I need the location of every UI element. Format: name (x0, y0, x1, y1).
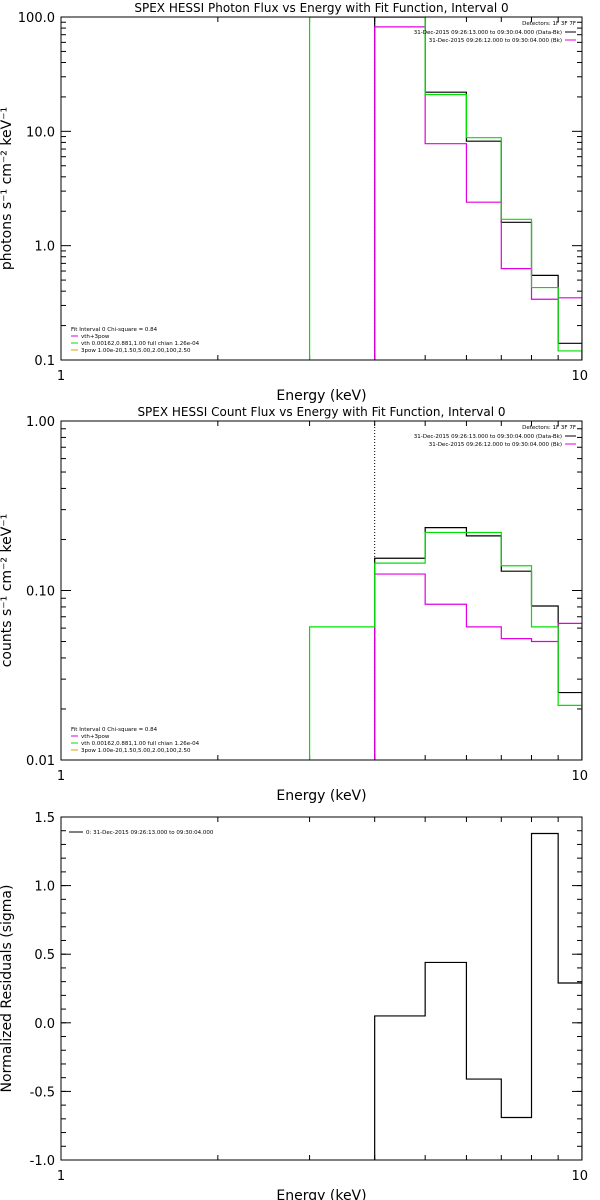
step-line (374, 832, 582, 1160)
step-line (374, 527, 582, 760)
legend-entry: 31-Dec-2015 09:26:13.000 to 09:30:04.000… (414, 30, 562, 36)
y-tick-label: 1.0 (34, 880, 55, 895)
detectors-label: Detectors: 1F 3F 7F (522, 21, 576, 27)
legend-entry: vth+3pow (81, 334, 110, 340)
series-data-bk (374, 527, 582, 760)
step-line (374, 26, 582, 360)
y-tick-label: -1.0 (30, 1154, 55, 1169)
x-tick-label: 1 (57, 769, 65, 784)
x-tick-label: 1 (57, 1169, 65, 1184)
step-line (374, 17, 582, 360)
legend-entry: vth 0.00162,0.881,1.00 full chian 1.26e-… (81, 341, 200, 347)
series-vth (308, 531, 582, 760)
legend-entry: 3pow 1.00e-20,1.50,5.00,2.00,100,2.50 (81, 348, 191, 354)
series-0 (374, 832, 582, 1160)
legend-entry: 31-Dec-2015 09:26:12.000 to 09:30:04.000… (429, 442, 562, 448)
x-axis-label: Energy (keV) (276, 1188, 366, 1200)
y-tick-label: -0.5 (30, 1085, 55, 1100)
y-tick-label: 0.10 (26, 585, 55, 600)
y-tick-label: 0.01 (26, 754, 55, 769)
detectors-label: Detectors: 1F 3F 7F (522, 425, 576, 431)
y-axis-label: Normalized Residuals (sigma) (0, 885, 15, 1093)
legend-entry: 0: 31-Dec-2015 09:26:13.000 to 09:30:04.… (86, 830, 214, 836)
plot-frame (60, 816, 583, 1161)
panel-1: SPEX HESSI Photon Flux vs Energy with Fi… (0, 1, 588, 404)
y-axis-label: counts s⁻¹ cm⁻² keV⁻¹ (0, 514, 15, 668)
chart-title: SPEX HESSI Count Flux vs Energy with Fit… (137, 405, 505, 419)
series-data-bk (374, 17, 582, 360)
fit-info: Fit Interval 0 Chi-square = 0.84 (71, 327, 158, 333)
step-line (374, 573, 582, 760)
panel-3: 1 10 -1.0 -0.5 0.0 0.5 1.0 1.5 Energy (keV) Norma… (0, 811, 588, 1200)
plot-frame (60, 16, 583, 361)
y-tick-label: 0.5 (34, 948, 55, 963)
legend-entry: vth+3pow (81, 734, 110, 740)
fit-info: Fit Interval 0 Chi-square = 0.84 (71, 727, 158, 733)
x-axis-label: Energy (keV) (276, 788, 366, 804)
x-tick-label: 10 (571, 1169, 588, 1184)
step-line (308, 17, 582, 360)
series-bk (374, 573, 582, 760)
legend-entry: 31-Dec-2015 09:26:13.000 to 09:30:04.000… (414, 434, 562, 440)
x-tick-label: 10 (571, 369, 588, 384)
step-line (308, 531, 582, 760)
x-tick-label: 1 (57, 369, 65, 384)
y-tick-label: 1.5 (34, 811, 55, 826)
legend-entry: 3pow 1.00e-20,1.50,5.00,2.00,100,2.50 (81, 748, 191, 754)
legend-entry: vth 0.00162,0.881,1.00 full chian 1.26e-… (81, 741, 200, 747)
panel-2: SPEX HESSI Count Flux vs Energy with Fit… (0, 405, 588, 804)
y-tick-label: 1.0 (34, 240, 55, 255)
chart-title: SPEX HESSI Photon Flux vs Energy with Fi… (134, 1, 508, 15)
series-bk (374, 26, 582, 360)
x-tick-label: 10 (571, 769, 588, 784)
legend-entry: 31-Dec-2015 09:26:12.000 to 09:30:04.000… (429, 38, 562, 44)
series-vth (308, 17, 582, 360)
y-tick-label: 10.0 (26, 125, 55, 140)
y-tick-label: 0.0 (34, 1017, 55, 1032)
x-axis-label: Energy (keV) (276, 388, 366, 404)
y-tick-label: 1.00 (26, 415, 55, 430)
y-tick-label: 0.1 (34, 354, 55, 369)
y-tick-label: 100.0 (18, 11, 55, 26)
y-axis-label: photons s⁻¹ cm⁻² keV⁻¹ (0, 107, 15, 270)
plot-frame (60, 420, 583, 761)
